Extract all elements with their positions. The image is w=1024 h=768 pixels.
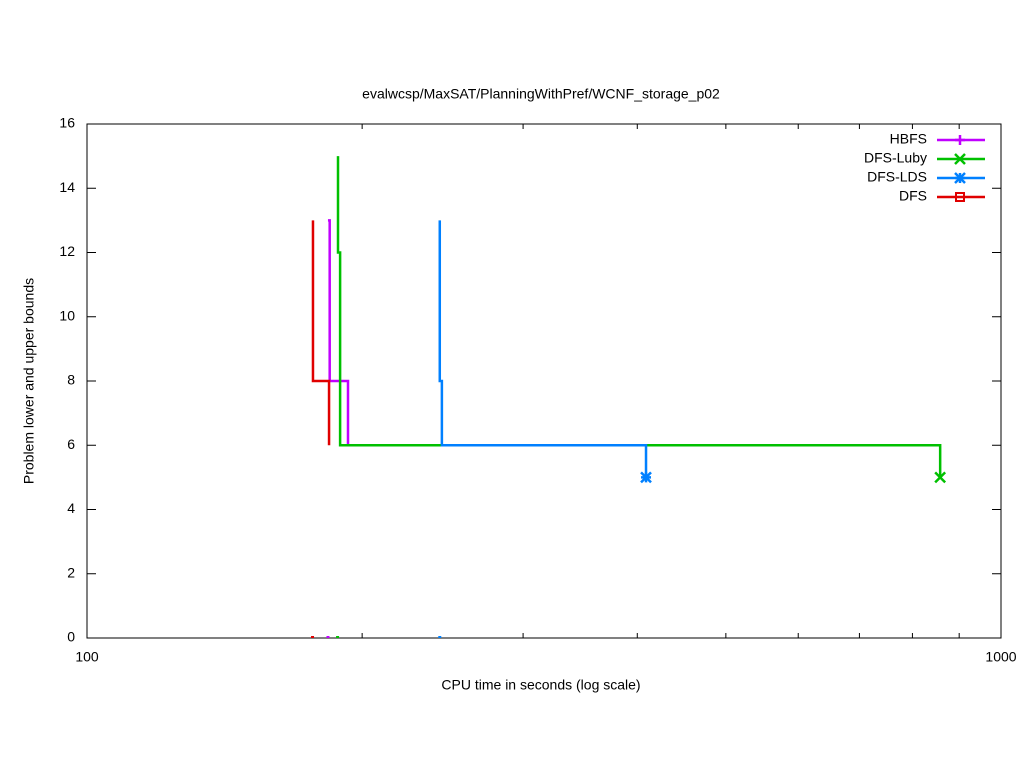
x-tick-label: 1000 bbox=[985, 649, 1016, 665]
y-tick-label: 8 bbox=[67, 372, 75, 388]
marker-stroke bbox=[934, 471, 947, 484]
legend-marker bbox=[955, 135, 965, 145]
y-tick-label: 12 bbox=[59, 243, 75, 259]
y-tick-label: 0 bbox=[67, 629, 75, 645]
y-axis-label: Problem lower and upper bounds bbox=[21, 278, 37, 484]
y-tick-label: 10 bbox=[59, 307, 75, 323]
series-line bbox=[336, 156, 942, 478]
marker-stroke bbox=[954, 153, 966, 165]
legend-label: HBFS bbox=[890, 131, 927, 147]
y-tick-label: 2 bbox=[67, 564, 75, 580]
y-tick-label: 4 bbox=[67, 500, 75, 516]
series-line bbox=[311, 220, 331, 446]
legend-marker bbox=[954, 153, 966, 165]
marker bbox=[934, 471, 947, 484]
plot-frame bbox=[86, 123, 1002, 639]
x-tick-label: 100 bbox=[75, 649, 99, 665]
marker-stroke bbox=[640, 471, 652, 484]
x-axis-label: CPU time in seconds (log scale) bbox=[441, 677, 640, 693]
legend-marker bbox=[954, 172, 966, 184]
marker bbox=[640, 471, 652, 484]
marker-stroke bbox=[955, 192, 965, 202]
marker-stroke bbox=[954, 172, 966, 184]
chart-title: evalwcsp/MaxSAT/PlanningWithPref/WCNF_st… bbox=[362, 86, 720, 102]
y-tick-label: 14 bbox=[59, 179, 75, 195]
legend-marker bbox=[955, 192, 965, 202]
legend-label: DFS-LDS bbox=[867, 169, 927, 185]
y-tick-label: 16 bbox=[59, 115, 75, 131]
legend-label: DFS-Luby bbox=[864, 150, 927, 166]
series-line bbox=[438, 220, 648, 478]
y-tick-label: 6 bbox=[67, 436, 75, 452]
series-line bbox=[327, 219, 350, 446]
legend-label: DFS bbox=[899, 188, 927, 204]
